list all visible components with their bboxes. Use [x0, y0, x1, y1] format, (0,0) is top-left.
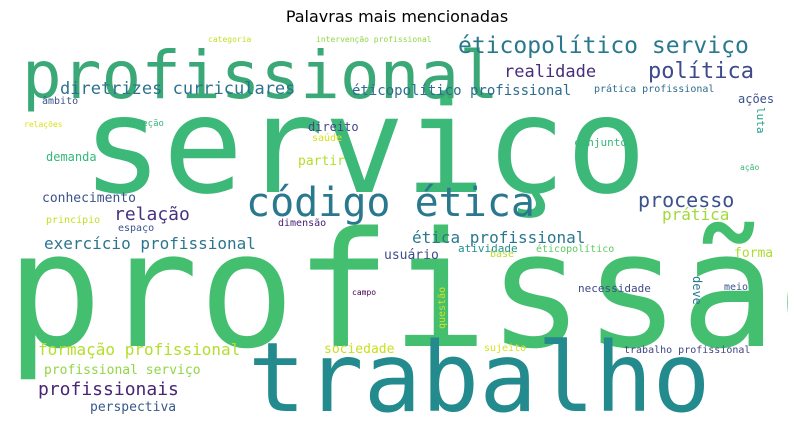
word-campo: campo	[352, 288, 377, 297]
word-meio: meio	[724, 282, 749, 293]
word-direito: direito	[308, 120, 359, 134]
word-trabalho-profissional: trabalho profissional	[624, 345, 751, 356]
word-cloud: serviço profissão profissional trabalho …	[20, 33, 788, 419]
word-exercicio-profissional: exercício profissional	[44, 234, 256, 253]
word-demanda: demanda	[46, 150, 97, 164]
word-ambito: âmbito	[42, 96, 79, 107]
word-diretrizes-curriculares: diretrizes curriculares	[60, 79, 296, 99]
word-eticopolitico-profissional: éticopolítico profissional	[352, 83, 572, 99]
word-dimensao: dimensão	[278, 218, 327, 229]
word-base: base	[490, 249, 515, 260]
word-luta: luta	[754, 107, 767, 134]
word-profissionais: profissionais	[38, 379, 179, 400]
word-eticopolitico: éticopolítico	[536, 244, 615, 255]
word-saude: saúde	[312, 133, 343, 144]
word-conhecimento: conhecimento	[42, 191, 136, 206]
word-perspectiva: perspectiva	[90, 400, 177, 415]
word-necessidade: necessidade	[578, 282, 651, 295]
word-relacao: relação	[114, 204, 190, 225]
word-profissional-servico: profissional serviço	[44, 363, 201, 378]
word-questao: questão	[437, 286, 448, 329]
word-processo: processo	[638, 188, 735, 212]
word-realidade: realidade	[504, 62, 597, 82]
word-acao: ação	[740, 163, 760, 172]
word-codigo-etica: código ética	[246, 180, 535, 226]
word-conjunto: conjunto	[574, 136, 627, 149]
word-forma: forma	[734, 246, 774, 261]
word-sociedade: sociedade	[324, 342, 395, 357]
word-eticopolitico-servico: éticopolítico serviço	[458, 33, 749, 59]
word-trabalho: trabalho	[248, 322, 711, 419]
word-usuario: usuário	[384, 248, 439, 263]
word-pratica-profissional: prática profissional	[594, 84, 715, 95]
word-etica-profissional: ética profissional	[412, 228, 586, 247]
word-pratica: prática	[662, 205, 730, 224]
word-categoria: categoria	[208, 35, 252, 44]
word-sujeito: sujeito	[484, 343, 527, 354]
word-relacoes: relações	[24, 120, 63, 129]
word-profissional: profissional	[22, 37, 499, 114]
word-intervencao-profissional: intervenção profissional	[316, 35, 432, 44]
word-partir: partir	[298, 154, 345, 169]
word-servico: serviço	[82, 68, 647, 224]
word-atividade: atividade	[458, 242, 518, 255]
word-espaco: espaço	[118, 223, 155, 234]
word-politica: política	[648, 59, 754, 84]
word-principio: princípio	[46, 215, 101, 226]
word-deve: deve	[690, 276, 704, 305]
chart-title: Palavras mais mencionadas	[285, 7, 509, 26]
word-direcao: direção	[126, 119, 164, 129]
word-profissao: profissão	[20, 197, 788, 384]
word-formacao-profissional: formação profissional	[38, 340, 241, 359]
word-acoes: ações	[738, 92, 775, 106]
